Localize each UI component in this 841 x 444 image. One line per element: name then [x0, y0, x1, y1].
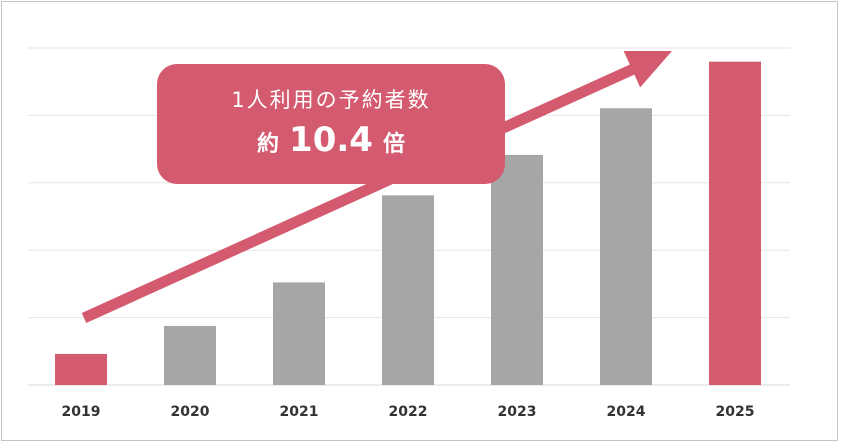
x-tick-2019: 2019: [62, 404, 101, 420]
x-tick-2024: 2024: [607, 404, 646, 420]
callout-prefix: 約: [257, 132, 280, 157]
x-tick-labels: 2019 2020 2021 2022 2023 2024 2025: [62, 404, 755, 420]
trend-arrow-head: [623, 50, 672, 88]
x-tick-2022: 2022: [389, 404, 428, 420]
callout-box: 1人利用の予約者数 約 10.4 倍: [157, 64, 505, 184]
bar-2022: [382, 195, 434, 385]
bar-2024: [600, 108, 652, 386]
callout-suffix: 倍: [382, 132, 405, 157]
callout-value-line: 約 10.4 倍: [157, 120, 505, 160]
trend-arrow-shaft: [81, 60, 643, 324]
bar-2019: [55, 353, 107, 385]
x-tick-2023: 2023: [498, 404, 537, 420]
bar-2023: [491, 154, 543, 385]
bar-2025: [709, 61, 761, 386]
x-tick-2020: 2020: [171, 404, 210, 420]
callout-title: 1人利用の予約者数: [231, 88, 431, 112]
x-tick-2021: 2021: [280, 404, 319, 420]
x-tick-2025: 2025: [716, 404, 755, 420]
bar-2020: [164, 325, 216, 385]
callout-value: 10.4: [289, 120, 373, 160]
trend-arrow: [81, 50, 672, 324]
gridlines: [28, 47, 790, 386]
bar-2021: [273, 282, 325, 385]
bars: [55, 61, 761, 386]
